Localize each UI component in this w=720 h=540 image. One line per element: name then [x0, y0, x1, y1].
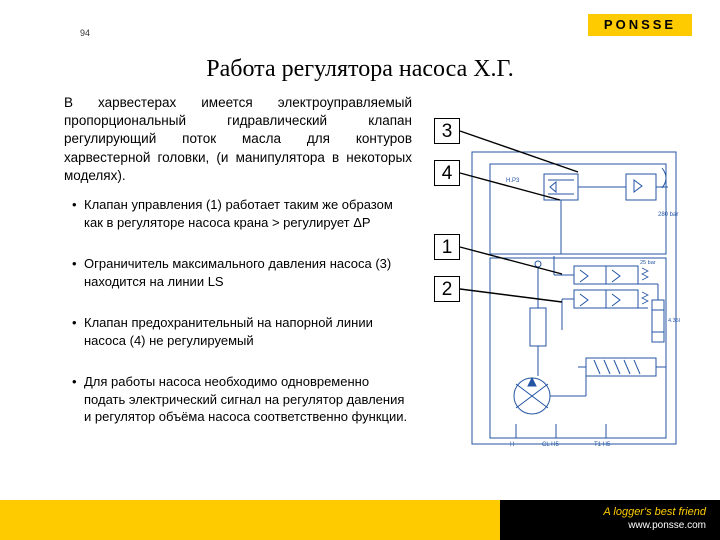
- callout-lines: [0, 0, 720, 540]
- callout-4: 4: [434, 160, 460, 186]
- footer-url: www.ponsse.com: [500, 520, 706, 531]
- footer: A logger's best friend www.ponsse.com: [0, 500, 720, 540]
- callout-2: 2: [434, 276, 460, 302]
- footer-right-panel: A logger's best friend www.ponsse.com: [500, 500, 720, 540]
- footer-left-bar: [0, 500, 500, 540]
- footer-tagline: A logger's best friend: [500, 506, 706, 518]
- callout-3: 3: [434, 118, 460, 144]
- callout-1: 1: [434, 234, 460, 260]
